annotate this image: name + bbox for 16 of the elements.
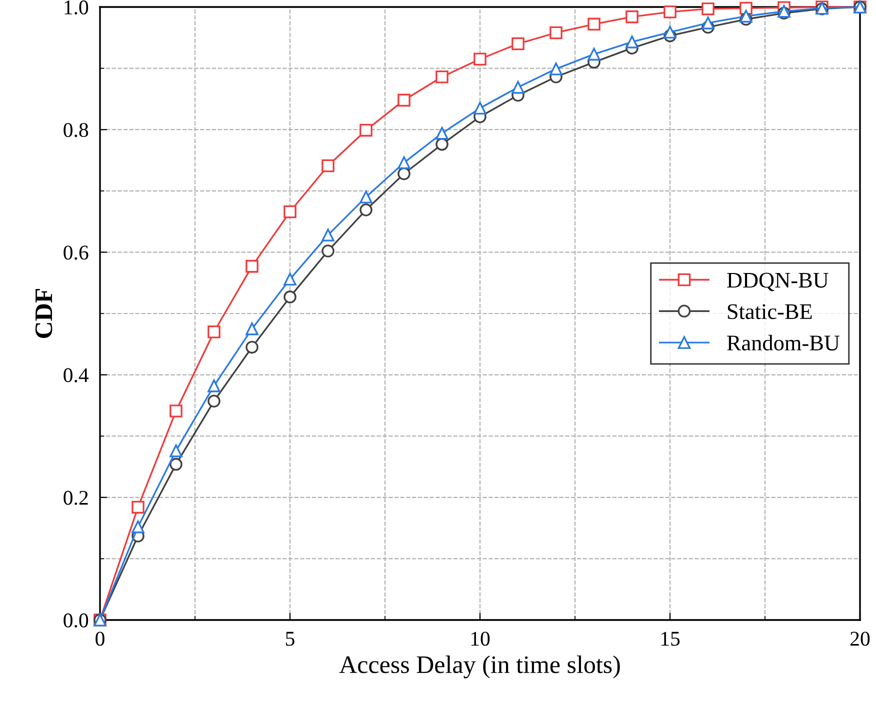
legend-label: Random-BU [727, 334, 840, 351]
x-tick-label: 0 [96, 632, 104, 646]
y-tick-label: 0.8 [64, 122, 88, 138]
y-axis-title: CDF [35, 289, 52, 338]
legend-label: DDQN-BU [727, 272, 828, 292]
y-tick-label: 1.0 [64, 0, 88, 15]
x-tick-label: 10 [471, 632, 490, 646]
x-axis-title: Access Delay (in time slots) [339, 656, 620, 678]
y-tick-label: 0.4 [64, 368, 89, 382]
x-tick-label: 20 [850, 632, 870, 646]
y-tick-label: 0.6 [64, 246, 88, 260]
x-tick-label: 15 [661, 632, 680, 646]
y-tick-label: 0.2 [64, 490, 88, 505]
x-tick-label: 5 [286, 632, 294, 646]
y-tick-label: 0.0 [64, 613, 88, 628]
legend-label: Static-BE [728, 304, 812, 320]
